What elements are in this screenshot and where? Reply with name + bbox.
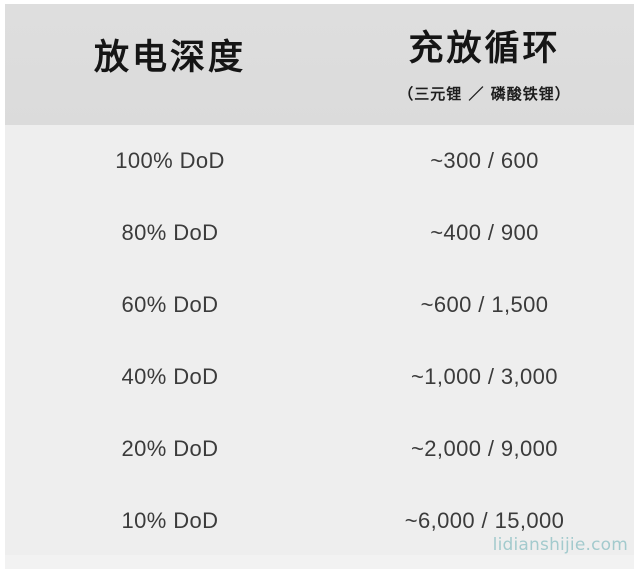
cell-cycles: ~6,000 / 15,000 [404, 508, 565, 533]
cell-dod: 20% DoD [121, 436, 219, 461]
table-row: 80% DoD ~400 / 900 [5, 197, 634, 269]
table-row: 60% DoD ~600 / 1,500 [5, 269, 634, 341]
table-body: 100% DoD ~300 / 600 80% DoD ~400 / 900 6… [5, 125, 634, 555]
cell-dod: 60% DoD [121, 292, 219, 317]
cell-cycles: ~2,000 / 9,000 [411, 436, 558, 461]
cell-dod: 100% DoD [115, 148, 225, 173]
cell-cycles: ~1,000 / 3,000 [411, 364, 558, 389]
table-row: 100% DoD ~300 / 600 [5, 125, 634, 197]
site-watermark: lidianshijie.com [492, 535, 628, 555]
table-header: 放电深度 充放循环 （三元锂 ／ 磷酸铁锂） [5, 4, 634, 125]
column-subheader-chemistries: （三元锂 ／ 磷酸铁锂） [398, 85, 571, 103]
cell-dod: 40% DoD [121, 364, 219, 389]
cell-cycles: ~300 / 600 [430, 148, 539, 173]
header-column-cycles: 充放循环 （三元锂 ／ 磷酸铁锂） [335, 4, 634, 125]
table-row: 20% DoD ~2,000 / 9,000 [5, 413, 634, 485]
cell-cycles: ~400 / 900 [430, 220, 539, 245]
cell-dod: 80% DoD [121, 220, 219, 245]
column-header-cycles: 充放循环 [408, 29, 561, 69]
header-column-dod: 放电深度 [5, 4, 335, 125]
cell-cycles: ~600 / 1,500 [420, 292, 549, 317]
cell-dod: 10% DoD [121, 508, 219, 533]
dod-cycle-life-table: 放电深度 充放循环 （三元锂 ／ 磷酸铁锂） 100% DoD ~300 / 6… [5, 4, 634, 569]
column-header-dod: 放电深度 [93, 38, 246, 78]
table-row: 40% DoD ~1,000 / 3,000 [5, 341, 634, 413]
bottom-strip [5, 555, 634, 569]
table-row: 10% DoD ~6,000 / 15,000 [5, 485, 634, 557]
